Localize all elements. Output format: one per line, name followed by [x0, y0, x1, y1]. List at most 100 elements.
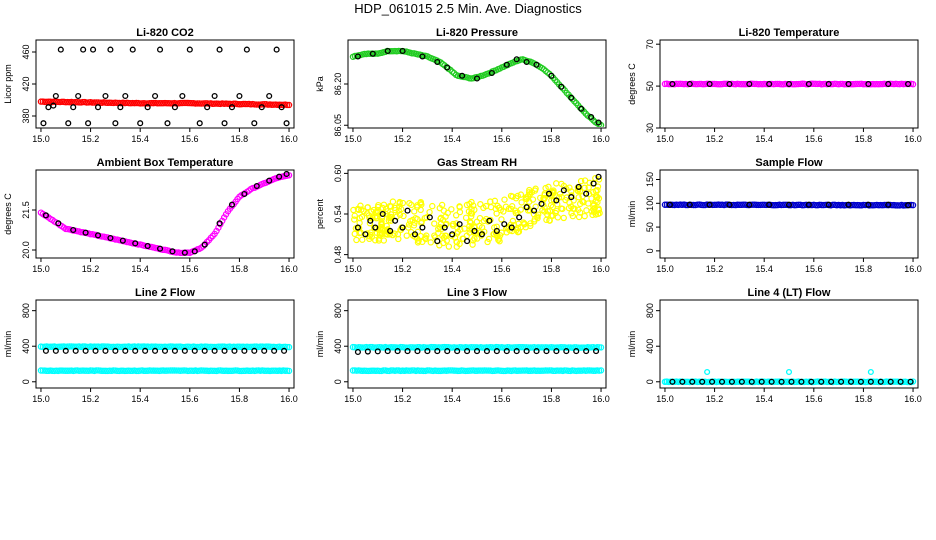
data-point: [119, 237, 126, 244]
data-point: [112, 347, 119, 354]
data-point: [818, 378, 825, 385]
data-point: [82, 229, 89, 236]
plot-marks: [349, 47, 605, 127]
data-point: [440, 207, 448, 214]
data-point: [500, 208, 507, 215]
data-point: [574, 187, 582, 195]
y-tick-label: 70: [645, 39, 655, 49]
data-point: [514, 228, 522, 236]
data-point: [596, 209, 603, 217]
y-tick-label: 100: [645, 196, 655, 211]
data-point: [486, 217, 493, 224]
data-point: [508, 224, 515, 231]
data-point: [452, 212, 460, 219]
data-point: [523, 348, 530, 355]
data-point: [364, 348, 371, 355]
data-point: [201, 347, 208, 354]
data-point: [501, 221, 508, 228]
data-point: [546, 217, 553, 224]
data-point: [70, 226, 77, 234]
data-point: [117, 104, 124, 111]
data-point: [94, 232, 102, 239]
data-point: [285, 367, 293, 375]
data-point: [278, 104, 285, 111]
x-tick-label: 15.0: [344, 394, 362, 404]
data-point: [485, 235, 493, 243]
data-point: [384, 348, 391, 355]
data-point: [496, 238, 503, 245]
data-point: [399, 47, 406, 55]
data-point: [201, 241, 208, 248]
x-tick-label: 15.6: [805, 264, 823, 274]
x-tick-label: 15.8: [855, 394, 873, 404]
panel-title: Li-820 CO2: [136, 27, 193, 39]
x-tick-label: 15.0: [344, 134, 362, 144]
x-tick-label: 15.8: [231, 394, 249, 404]
data-point: [523, 58, 530, 66]
data-point: [542, 184, 549, 192]
x-tick-label: 15.6: [181, 134, 199, 144]
data-point: [493, 210, 500, 217]
y-tick-label: 460: [21, 44, 31, 59]
data-point: [560, 187, 567, 194]
data-point: [411, 231, 419, 238]
data-point: [766, 201, 773, 208]
data-point: [597, 344, 605, 351]
data-point: [122, 92, 129, 100]
data-point: [57, 46, 64, 53]
x-tick-label: 15.4: [131, 264, 149, 274]
data-point: [181, 347, 188, 354]
plot-marks: [37, 343, 293, 375]
data-point: [283, 101, 291, 109]
data-point: [534, 214, 541, 222]
x-tick-label: 16.0: [904, 264, 922, 274]
data-point: [396, 200, 403, 207]
data-point: [825, 201, 832, 208]
data-point: [408, 201, 415, 209]
plot-frame: [659, 299, 919, 389]
data-point: [82, 347, 89, 354]
data-point: [594, 198, 601, 206]
x-tick-label: 15.4: [443, 394, 461, 404]
data-point: [559, 205, 566, 213]
data-point: [449, 231, 456, 238]
data-point: [431, 232, 438, 239]
series-avg: [37, 98, 293, 109]
data-point: [592, 187, 600, 194]
data-point: [102, 347, 109, 354]
data-point: [216, 46, 223, 53]
data-point: [498, 216, 505, 223]
data-point: [525, 189, 533, 196]
x-tick-label: 15.0: [32, 394, 50, 404]
data-point: [798, 378, 805, 385]
panel-line2: Line 2 Flow ml/min 15.0 15.2 15.4 15.6 15.8 16.…: [3, 287, 298, 404]
data-point: [426, 214, 433, 221]
x-tick-label: 15.0: [344, 264, 362, 274]
y-tick-label: 0: [21, 379, 31, 384]
data-point: [42, 347, 49, 354]
data-point: [706, 201, 713, 208]
data-point: [266, 92, 273, 100]
x-tick-label: 15.4: [755, 264, 773, 274]
x-tick-label: 15.2: [82, 394, 100, 404]
y-tick-label: 420: [21, 76, 31, 91]
data-point: [441, 224, 448, 231]
data-point: [699, 378, 706, 385]
data-point: [558, 193, 565, 201]
x-tick-label: 15.4: [131, 134, 149, 144]
data-point: [471, 235, 478, 242]
data-point: [417, 198, 425, 206]
data-point: [583, 207, 590, 214]
data-point: [581, 184, 588, 192]
data-point: [423, 214, 430, 221]
series-samples: [669, 80, 912, 88]
data-point: [549, 203, 556, 211]
data-point: [785, 80, 793, 88]
data-point: [709, 378, 716, 385]
data-point: [867, 368, 874, 376]
x-tick-label: 16.0: [592, 394, 610, 404]
data-point: [389, 198, 397, 205]
data-point: [704, 368, 711, 376]
x-tick-label: 15.4: [755, 394, 773, 404]
data-point: [251, 347, 258, 354]
